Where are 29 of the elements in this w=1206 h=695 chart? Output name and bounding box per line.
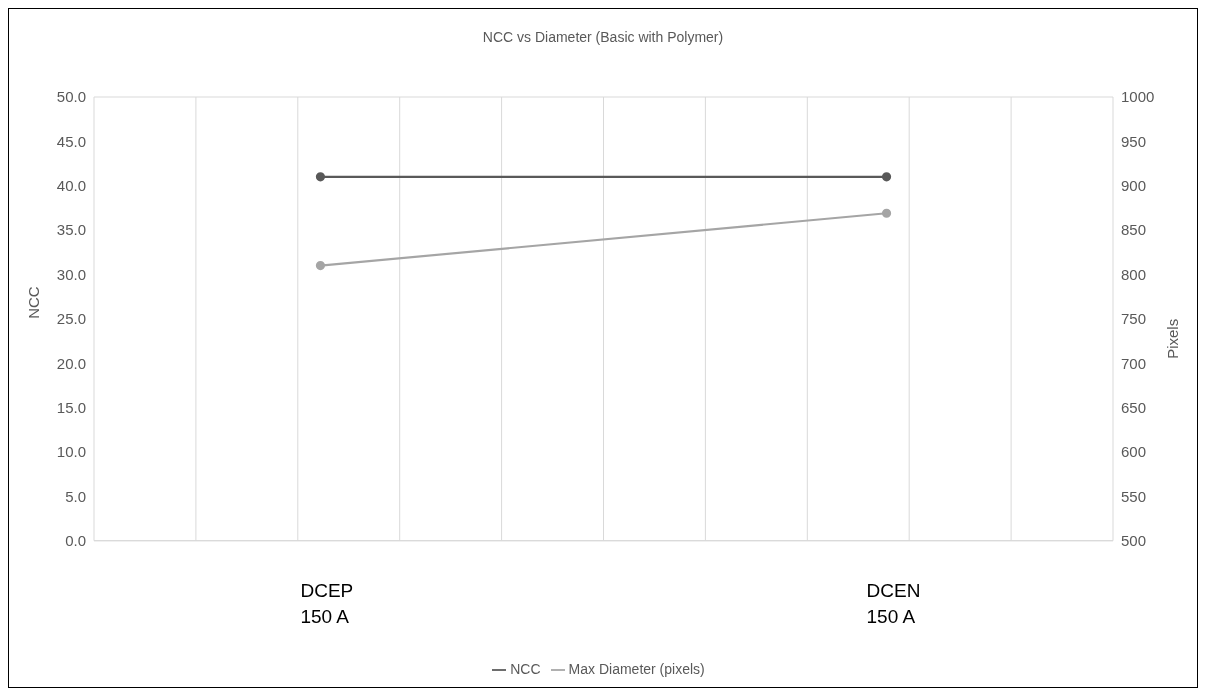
y-tick-label: 15.0 (56, 398, 86, 416)
y2-tick-label: 850 (1121, 221, 1147, 239)
y-tick-label: 35.0 (56, 221, 86, 239)
y2-tick-label: 800 (1121, 265, 1147, 283)
y-tick-label: 10.0 (56, 443, 86, 461)
y2-axis-title: Pixels (1164, 318, 1182, 359)
legend-label: Max Diameter (pixels) (568, 660, 705, 677)
y-tick-label: 20.0 (56, 354, 86, 372)
legend-label: NCC (510, 660, 541, 677)
y2-tick-label: 650 (1121, 398, 1147, 416)
y-tick-label: 5.0 (65, 487, 86, 505)
y2-tick-label: 700 (1121, 354, 1147, 372)
y2-tick-label: 600 (1121, 443, 1147, 461)
y2-tick-label: 750 (1121, 310, 1147, 328)
y-tick-label: 0.0 (65, 532, 86, 550)
y2-tick-label: 900 (1121, 177, 1147, 195)
y-tick-label: 45.0 (56, 132, 86, 150)
x-tick-label: DCEP 150 A (300, 579, 354, 627)
y-tick-label: 40.0 (56, 177, 86, 195)
y-tick-label: 30.0 (56, 265, 86, 283)
y2-tick-label: 950 (1121, 132, 1147, 150)
chart-title: NCC vs Diameter (Basic with Polymer) (481, 29, 725, 45)
y2-tick-label: 1000 (1121, 88, 1155, 106)
y2-tick-label: 550 (1121, 487, 1147, 505)
y-axis-title: NCC (25, 286, 43, 319)
y-tick-label: 25.0 (56, 310, 86, 328)
x-tick-label: DCEN 150 A (866, 579, 921, 627)
y2-tick-label: 500 (1121, 532, 1147, 550)
y-tick-label: 50.0 (56, 88, 86, 106)
